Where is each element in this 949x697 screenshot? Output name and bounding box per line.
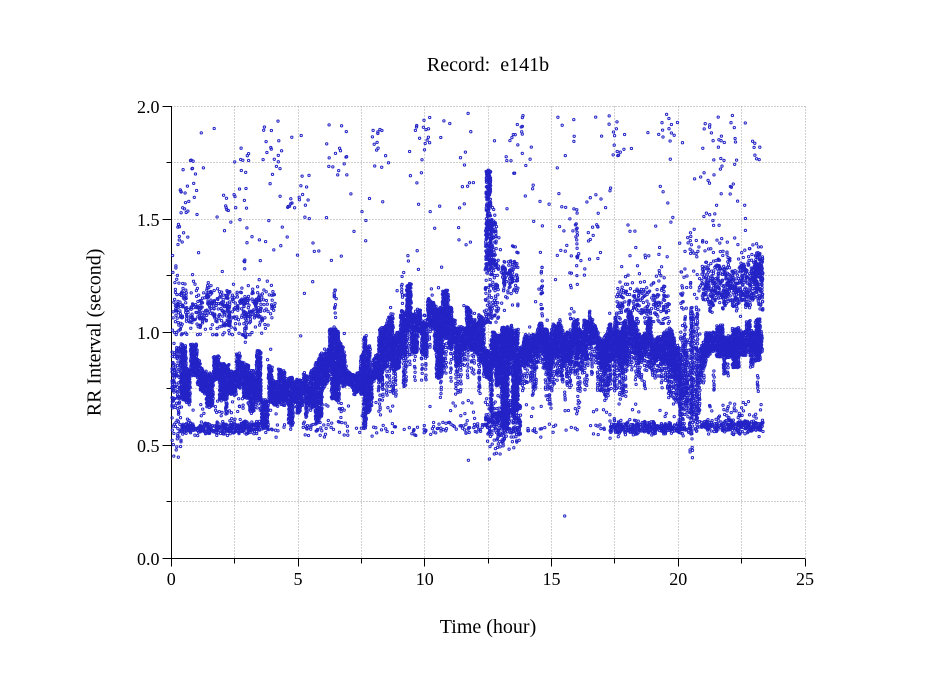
svg-text:Record: e141b: Record: e141b — [427, 54, 549, 76]
svg-text:0: 0 — [167, 569, 176, 589]
svg-text:20: 20 — [669, 569, 687, 589]
svg-text:1.5: 1.5 — [137, 210, 160, 230]
svg-text:RR Interval (second): RR Interval (second) — [84, 249, 106, 417]
svg-text:0.5: 0.5 — [137, 436, 160, 456]
svg-text:5: 5 — [294, 569, 303, 589]
svg-text:0.0: 0.0 — [137, 549, 160, 569]
svg-text:Time (hour): Time (hour) — [440, 616, 536, 638]
svg-text:25: 25 — [796, 569, 814, 589]
svg-text:2.0: 2.0 — [137, 97, 160, 117]
svg-text:15: 15 — [543, 569, 561, 589]
svg-text:1.0: 1.0 — [137, 323, 160, 343]
svg-text:10: 10 — [416, 569, 434, 589]
